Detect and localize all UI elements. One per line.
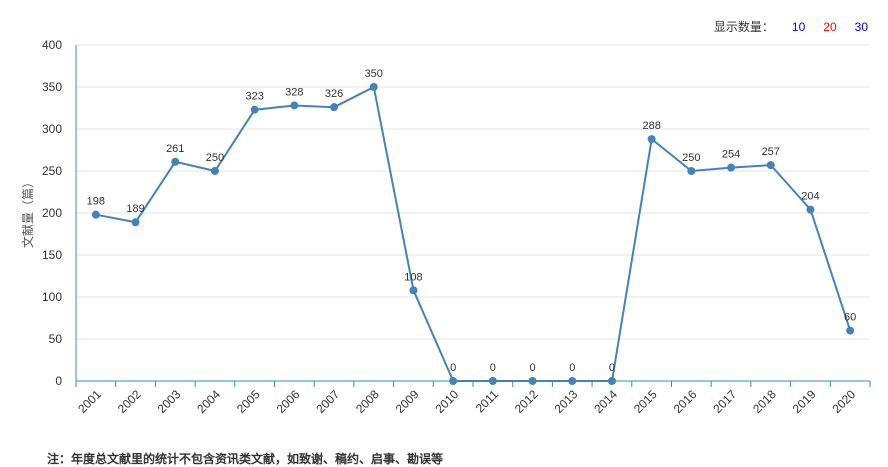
data-point[interactable] [131, 218, 140, 227]
x-tick-label: 2006 [274, 387, 303, 416]
data-label: 0 [490, 362, 496, 374]
y-axis-label: 文献量（篇） [20, 176, 35, 248]
data-label: 350 [365, 68, 383, 80]
data-label: 257 [762, 146, 780, 158]
y-tick-label: 200 [42, 206, 62, 220]
y-tick-label: 50 [49, 332, 63, 346]
x-tick-label: 2017 [710, 387, 739, 416]
grid-lines [75, 44, 870, 381]
x-tick-label: 2005 [234, 387, 263, 416]
data-point[interactable] [330, 103, 339, 112]
display-count-label: 显示数量： [713, 20, 774, 34]
data-label: 0 [450, 362, 456, 374]
data-point[interactable] [687, 167, 696, 175]
footnote: 注：年度总文献里的统计不包含资讯类文献，如致谢、稿约、启事、勘误等 [47, 452, 444, 466]
data-point[interactable] [806, 205, 815, 214]
data-label: 288 [642, 120, 660, 132]
data-point[interactable] [607, 377, 616, 385]
data-point[interactable] [250, 105, 259, 114]
x-tick-label: 2004 [194, 387, 223, 416]
data-point[interactable] [210, 167, 219, 175]
x-tick-label: 2001 [75, 387, 104, 416]
display-count-option-10[interactable]: 10 [791, 19, 806, 34]
y-tick-label: 400 [42, 38, 62, 52]
data-label: 0 [529, 362, 535, 374]
data-point[interactable] [568, 377, 577, 385]
x-tick-label: 2013 [552, 387, 581, 416]
x-tick-label: 2009 [393, 387, 422, 416]
data-point[interactable] [647, 135, 656, 144]
data-label: 261 [166, 143, 184, 155]
data-point[interactable] [766, 161, 775, 170]
data-point[interactable] [449, 377, 458, 385]
data-label: 328 [285, 86, 303, 98]
y-tick-label: 300 [42, 122, 62, 136]
data-label: 189 [126, 203, 144, 215]
x-tick-label: 2003 [155, 387, 184, 416]
x-tick-label: 2020 [829, 387, 858, 416]
x-tick-label: 2018 [750, 387, 779, 416]
data-label: 326 [325, 88, 343, 100]
x-tick-label: 2010 [432, 387, 461, 416]
y-tick-label: 350 [42, 80, 62, 94]
data-point[interactable] [409, 286, 418, 295]
x-tick-label: 2011 [473, 387, 501, 415]
data-label: 204 [801, 191, 819, 203]
data-label: 198 [87, 196, 105, 208]
x-tick-label: 2015 [631, 387, 660, 416]
x-tick-label: 2008 [353, 387, 382, 416]
x-tick-label: 2019 [790, 387, 819, 416]
data-label: 0 [609, 362, 615, 374]
x-tick-label: 2014 [591, 387, 620, 416]
series-line [95, 85, 852, 382]
data-point[interactable] [91, 210, 100, 219]
data-point[interactable] [171, 157, 180, 166]
data-point[interactable] [846, 326, 855, 335]
data-label: 323 [245, 91, 263, 103]
display-count-control: 显示数量： 10 20 30 [714, 18, 868, 35]
x-axis: 2001 2002 2003 2004 2005 2006 2007 2008 2009 2010… [75, 380, 871, 416]
y-tick-label: 150 [42, 248, 62, 262]
data-point[interactable] [290, 101, 299, 110]
data-label: 250 [206, 152, 224, 164]
data-point[interactable] [369, 83, 378, 91]
data-label: 0 [569, 362, 575, 374]
x-tick-label: 2016 [671, 387, 700, 416]
data-label: 254 [722, 149, 740, 161]
data-point[interactable] [727, 163, 736, 172]
data-point[interactable] [528, 377, 537, 385]
data-label: 250 [682, 152, 700, 164]
x-tick-label: 2007 [313, 387, 342, 416]
y-tick-label: 100 [42, 290, 62, 304]
x-tick-label: 2002 [115, 387, 144, 416]
data-point[interactable] [488, 377, 497, 385]
data-label: 60 [844, 312, 856, 324]
data-labels: 198 189 261 250 323 328 326 350 108 0 0 0 0 0 288 250 25… [87, 68, 857, 374]
y-tick-label: 0 [55, 374, 62, 388]
data-label: 108 [404, 271, 422, 283]
series-line-group [91, 83, 855, 385]
display-count-option-20[interactable]: 20 [823, 19, 837, 34]
y-axis-ticks: 0 50 100 150 200 250 300 350 400 [42, 38, 62, 388]
y-tick-label: 250 [42, 164, 62, 178]
x-tick-label: 2012 [512, 387, 541, 416]
display-count-option-30[interactable]: 30 [854, 19, 868, 34]
